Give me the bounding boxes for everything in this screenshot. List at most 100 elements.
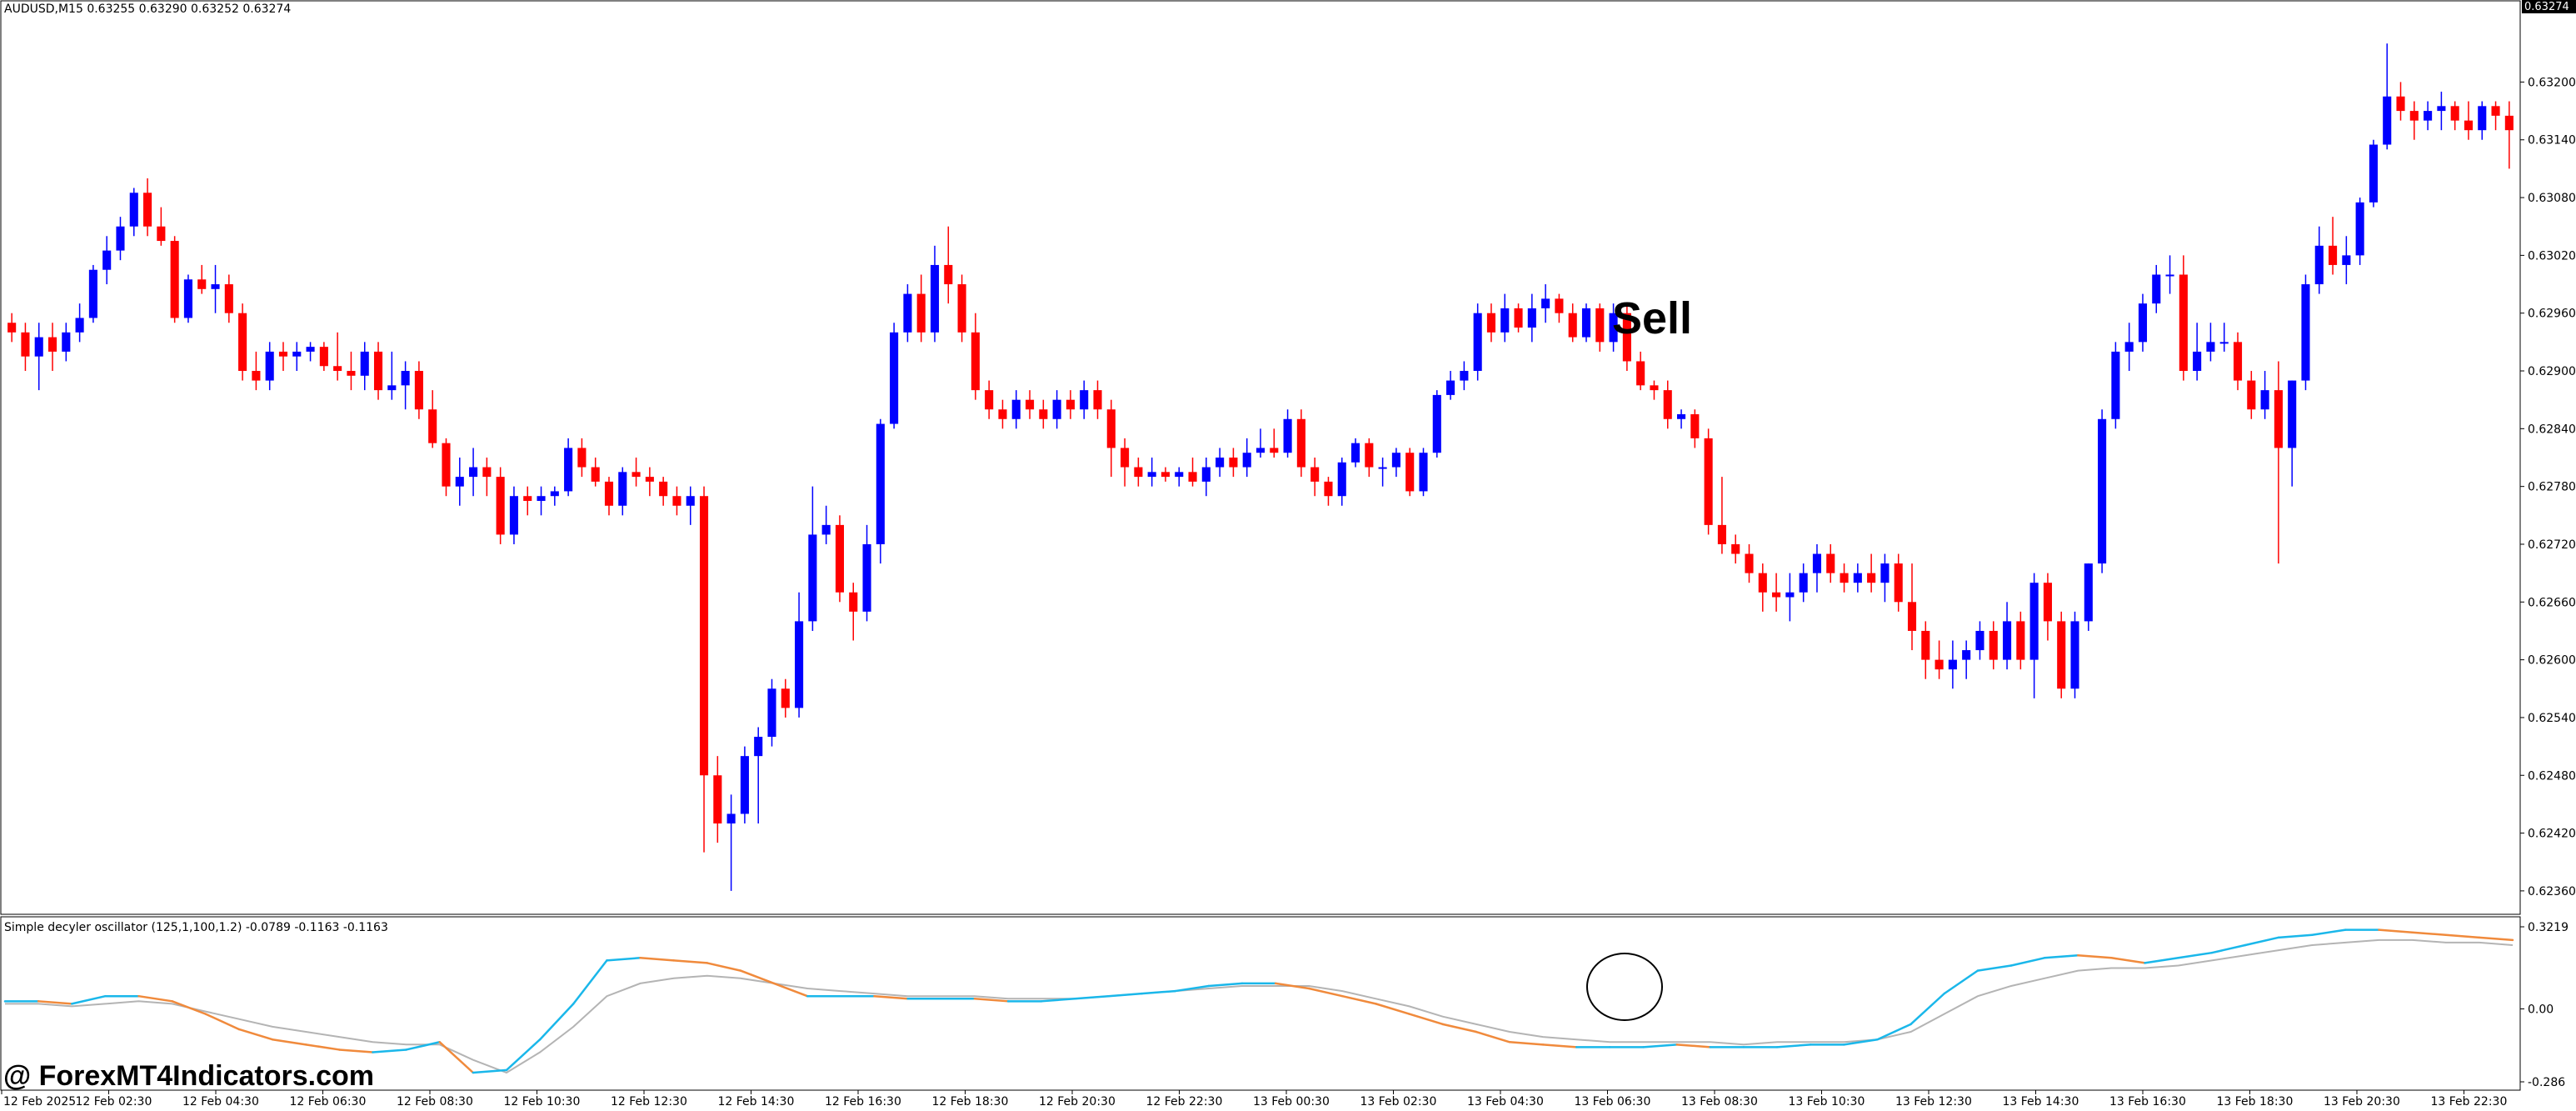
candle[interactable] — [1378, 458, 1387, 487]
candle[interactable] — [2179, 255, 2188, 381]
indicator-frame[interactable] — [0, 916, 2521, 1091]
candle[interactable] — [1052, 390, 1061, 429]
candle[interactable] — [401, 361, 410, 410]
candle[interactable] — [1975, 621, 1984, 660]
candle[interactable] — [2098, 409, 2107, 573]
candle[interactable] — [1147, 458, 1156, 487]
candle[interactable] — [2355, 198, 2364, 265]
candle[interactable] — [62, 323, 71, 362]
candle[interactable] — [292, 342, 302, 372]
candle[interactable] — [1161, 467, 1171, 482]
candle[interactable] — [1216, 448, 1225, 478]
candle[interactable] — [686, 486, 695, 525]
candle[interactable] — [102, 236, 112, 285]
candles-layer[interactable] — [7, 43, 2514, 891]
candle[interactable] — [1772, 573, 1781, 612]
candle[interactable] — [129, 188, 138, 237]
candle[interactable] — [577, 438, 587, 478]
candle[interactable] — [1500, 293, 1510, 343]
candle[interactable] — [632, 458, 641, 487]
candle[interactable] — [2124, 323, 2134, 372]
candle[interactable] — [754, 727, 763, 824]
candle[interactable] — [455, 458, 464, 506]
candle[interactable] — [469, 448, 478, 497]
candle[interactable] — [278, 342, 288, 372]
candle[interactable] — [387, 351, 397, 400]
candle[interactable] — [238, 303, 247, 381]
candle[interactable] — [1310, 458, 1320, 497]
candle[interactable] — [1541, 284, 1550, 323]
candle[interactable] — [414, 361, 423, 419]
candle[interactable] — [2464, 101, 2474, 140]
candle[interactable] — [1785, 573, 1795, 622]
candle[interactable] — [821, 505, 831, 544]
candle[interactable] — [1989, 621, 1998, 670]
candle[interactable] — [1948, 640, 1957, 689]
price-axis[interactable]: 0.63200 0.63140 0.63080 0.63020 0.62960 0.629… — [2520, 76, 2576, 898]
candle[interactable] — [930, 245, 940, 343]
candle[interactable] — [659, 477, 668, 506]
candle[interactable] — [1880, 553, 1890, 603]
candle[interactable] — [157, 207, 166, 246]
candle[interactable] — [957, 274, 966, 343]
candle[interactable] — [1256, 428, 1266, 458]
candle[interactable] — [2152, 264, 2161, 313]
candle[interactable] — [88, 264, 97, 323]
candle[interactable] — [2301, 274, 2310, 391]
candle[interactable] — [1581, 303, 1591, 343]
candle[interactable] — [1704, 428, 1713, 535]
candle[interactable] — [47, 323, 57, 372]
candle[interactable] — [1324, 477, 1333, 506]
candle[interactable] — [1106, 399, 1116, 478]
candle[interactable] — [2409, 101, 2419, 140]
candle[interactable] — [998, 399, 1007, 429]
candle[interactable] — [482, 458, 492, 497]
candle[interactable] — [1799, 563, 1808, 603]
candle[interactable] — [835, 515, 845, 603]
candle[interactable] — [890, 323, 899, 429]
candle[interactable] — [1391, 448, 1400, 478]
candle[interactable] — [2274, 361, 2283, 564]
candle[interactable] — [1894, 553, 1903, 612]
candle[interactable] — [1270, 428, 1279, 458]
candle[interactable] — [604, 477, 614, 516]
candle[interactable] — [116, 217, 125, 261]
candle[interactable] — [2437, 91, 2446, 131]
candle[interactable] — [319, 342, 328, 372]
candle[interactable] — [1175, 467, 1184, 487]
candle[interactable] — [1826, 543, 1835, 583]
candle[interactable] — [550, 486, 559, 506]
candle[interactable] — [1066, 390, 1075, 419]
candle[interactable] — [2247, 371, 2256, 419]
candle[interactable] — [1650, 380, 1659, 400]
candle[interactable] — [183, 274, 192, 323]
candle[interactable] — [2138, 293, 2148, 352]
candle[interactable] — [2478, 101, 2487, 140]
candle[interactable] — [373, 342, 383, 400]
candle[interactable] — [7, 313, 17, 343]
candle[interactable] — [2029, 573, 2039, 698]
candle[interactable] — [2369, 139, 2378, 208]
candle[interactable] — [1365, 438, 1374, 478]
candle[interactable] — [2504, 101, 2514, 169]
candle[interactable] — [1676, 409, 1686, 429]
candle[interactable] — [2003, 602, 2012, 670]
candle[interactable] — [1446, 371, 1455, 400]
candle[interactable] — [1229, 448, 1238, 478]
candle[interactable] — [1460, 361, 1469, 391]
candle[interactable] — [333, 332, 342, 381]
candle[interactable] — [781, 678, 790, 718]
candle[interactable] — [1121, 438, 1130, 487]
candle[interactable] — [1405, 448, 1415, 497]
candle[interactable] — [1432, 390, 1441, 458]
candle[interactable] — [1242, 438, 1251, 478]
candle[interactable] — [2288, 380, 2297, 487]
candle[interactable] — [1690, 409, 1700, 448]
candle[interactable] — [1527, 293, 1536, 343]
candle[interactable] — [252, 351, 261, 391]
candle[interactable] — [2491, 101, 2500, 131]
candle[interactable] — [1093, 380, 1102, 419]
candle[interactable] — [442, 438, 451, 497]
candle[interactable] — [2111, 342, 2120, 429]
candle[interactable] — [808, 486, 817, 631]
